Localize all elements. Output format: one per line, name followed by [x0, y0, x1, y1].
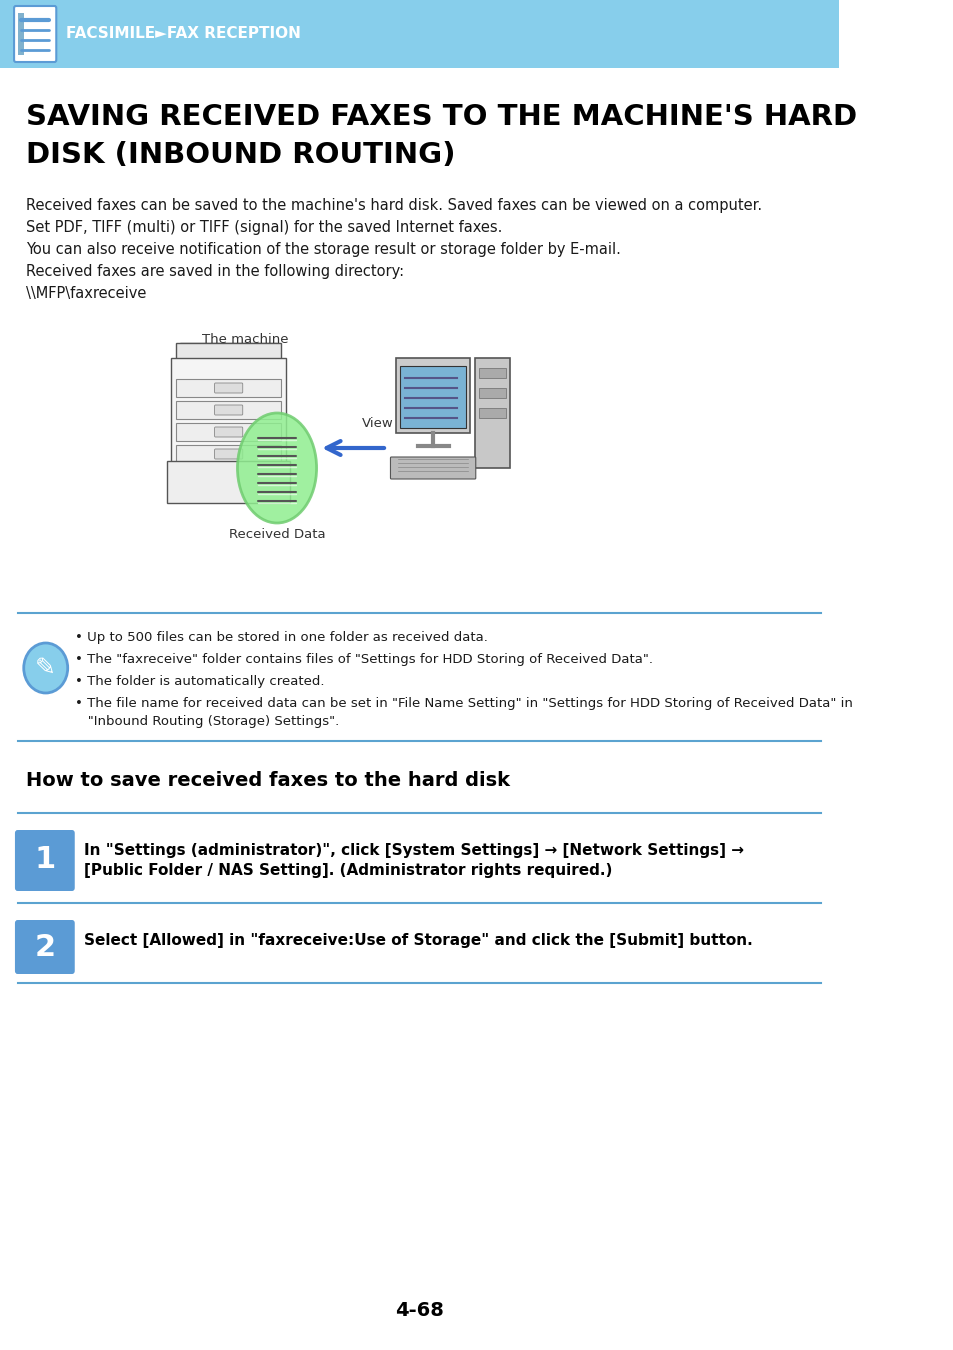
Text: Select [Allowed] in "faxreceive:Use of Storage" and click the [Submit] button.: Select [Allowed] in "faxreceive:Use of S…: [84, 933, 752, 948]
Text: You can also receive notification of the storage result or storage folder by E-m: You can also receive notification of the…: [27, 242, 620, 256]
Text: FACSIMILE►FAX RECEPTION: FACSIMILE►FAX RECEPTION: [66, 27, 300, 42]
FancyBboxPatch shape: [15, 830, 74, 891]
Text: Received Data: Received Data: [229, 528, 325, 541]
FancyBboxPatch shape: [214, 405, 242, 414]
Text: DISK (INBOUND ROUTING): DISK (INBOUND ROUTING): [27, 140, 456, 169]
Text: [Public Folder / NAS Setting]. (Administrator rights required.): [Public Folder / NAS Setting]. (Administ…: [84, 863, 611, 878]
Ellipse shape: [237, 413, 316, 522]
Text: How to save received faxes to the hard disk: How to save received faxes to the hard d…: [27, 771, 510, 790]
Text: • The folder is automatically created.: • The folder is automatically created.: [74, 675, 324, 688]
FancyBboxPatch shape: [214, 427, 242, 437]
FancyBboxPatch shape: [475, 358, 510, 468]
FancyBboxPatch shape: [167, 460, 290, 504]
Text: Set PDF, TIFF (multi) or TIFF (signal) for the saved Internet faxes.: Set PDF, TIFF (multi) or TIFF (signal) f…: [27, 220, 502, 235]
FancyBboxPatch shape: [214, 383, 242, 393]
FancyBboxPatch shape: [395, 358, 470, 433]
FancyBboxPatch shape: [175, 423, 281, 441]
FancyBboxPatch shape: [478, 408, 505, 418]
Text: • Up to 500 files can be stored in one folder as received data.: • Up to 500 files can be stored in one f…: [74, 630, 487, 644]
FancyBboxPatch shape: [14, 5, 56, 62]
FancyBboxPatch shape: [0, 0, 838, 68]
Text: 2: 2: [34, 933, 55, 961]
FancyBboxPatch shape: [180, 343, 276, 378]
Text: • The "faxreceive" folder contains files of "Settings for HDD Storing of Receive: • The "faxreceive" folder contains files…: [74, 653, 652, 666]
Text: The machine: The machine: [202, 333, 289, 346]
Text: ✎: ✎: [35, 656, 56, 680]
FancyBboxPatch shape: [399, 366, 466, 428]
Text: • The file name for received data can be set in "File Name Setting" in "Settings: • The file name for received data can be…: [74, 697, 852, 710]
FancyBboxPatch shape: [175, 379, 281, 397]
FancyBboxPatch shape: [175, 343, 281, 363]
Text: Received faxes are saved in the following directory:: Received faxes are saved in the followin…: [27, 265, 404, 279]
Text: View: View: [362, 417, 394, 431]
Text: 1: 1: [34, 845, 55, 875]
Circle shape: [24, 643, 68, 693]
FancyBboxPatch shape: [390, 458, 476, 479]
Text: In "Settings (administrator)", click [System Settings] → [Network Settings] →: In "Settings (administrator)", click [Sy…: [84, 842, 742, 859]
Text: "Inbound Routing (Storage) Settings".: "Inbound Routing (Storage) Settings".: [74, 716, 338, 728]
FancyBboxPatch shape: [172, 358, 286, 463]
FancyBboxPatch shape: [175, 446, 281, 463]
Text: SAVING RECEIVED FAXES TO THE MACHINE'S HARD: SAVING RECEIVED FAXES TO THE MACHINE'S H…: [27, 103, 857, 131]
Text: Received faxes can be saved to the machine's hard disk. Saved faxes can be viewe: Received faxes can be saved to the machi…: [27, 198, 761, 213]
FancyBboxPatch shape: [478, 387, 505, 398]
FancyBboxPatch shape: [214, 450, 242, 459]
Text: \\MFP\faxreceive: \\MFP\faxreceive: [27, 286, 147, 301]
FancyBboxPatch shape: [0, 68, 838, 1350]
FancyBboxPatch shape: [18, 14, 24, 55]
FancyBboxPatch shape: [175, 401, 281, 418]
Text: 4-68: 4-68: [395, 1300, 443, 1319]
FancyBboxPatch shape: [478, 369, 505, 378]
FancyBboxPatch shape: [15, 919, 74, 973]
